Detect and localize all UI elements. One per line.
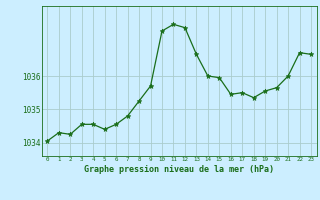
X-axis label: Graphe pression niveau de la mer (hPa): Graphe pression niveau de la mer (hPa) xyxy=(84,165,274,174)
